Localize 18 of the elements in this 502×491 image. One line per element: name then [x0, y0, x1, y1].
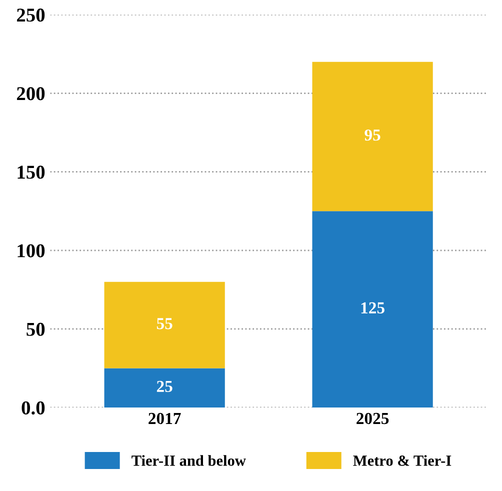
- data-label: 95: [364, 129, 380, 141]
- y-tick-label: 100: [18, 244, 45, 258]
- y-tick-label: 50: [26, 322, 45, 336]
- bar: [312, 211, 433, 408]
- y-tick-label: 0.0: [22, 401, 45, 415]
- y-tick-label: 250: [16, 8, 45, 22]
- x-tick-label: 2017: [148, 412, 181, 424]
- legend-label: Tier-II and below: [132, 455, 246, 466]
- y-tick-label: 200: [16, 87, 45, 100]
- data-label: 55: [156, 318, 172, 330]
- bar: [104, 282, 225, 368]
- x-tick-label: 2025: [356, 412, 389, 424]
- y-tick-label: 150: [18, 166, 45, 179]
- data-label: 125: [361, 302, 384, 314]
- data-label: 25: [156, 380, 172, 392]
- legend-label: Metro & Tier-I: [353, 455, 452, 466]
- bar: [104, 368, 225, 408]
- bar: [312, 62, 433, 212]
